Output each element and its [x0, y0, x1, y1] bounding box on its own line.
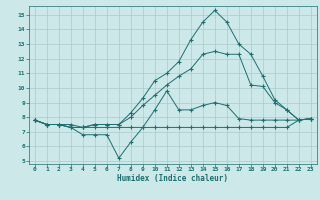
X-axis label: Humidex (Indice chaleur): Humidex (Indice chaleur): [117, 174, 228, 183]
